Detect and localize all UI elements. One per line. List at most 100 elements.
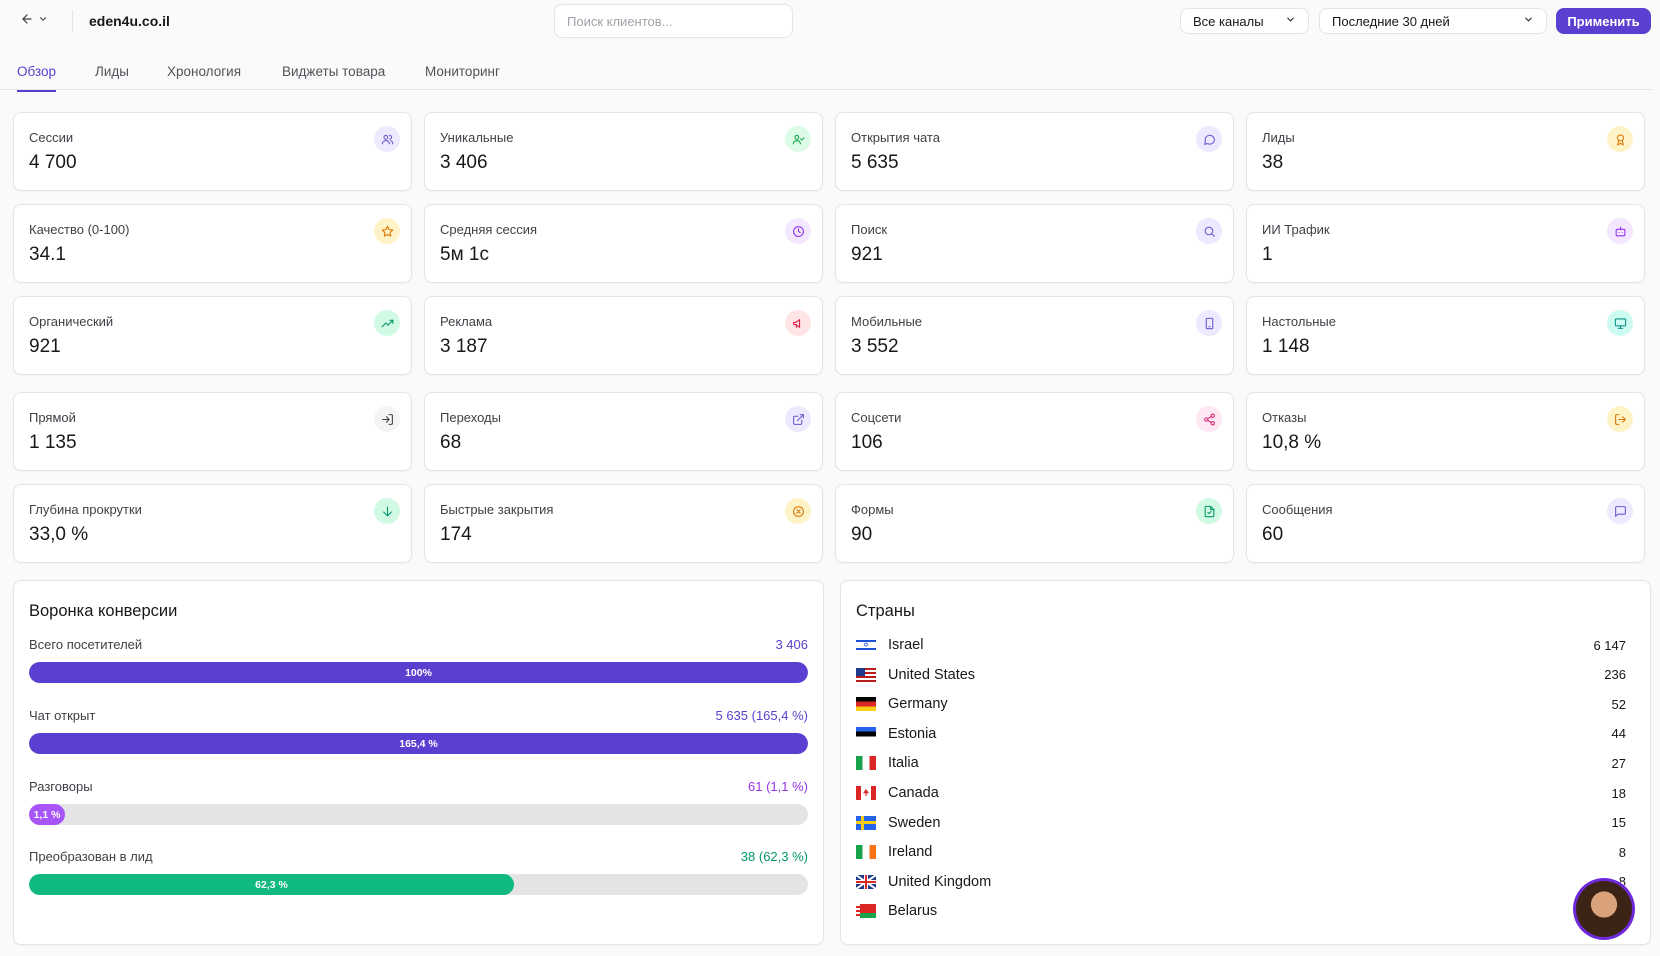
funnel-step-label: Чат открыт bbox=[29, 708, 96, 723]
stat-label: Соцсети bbox=[851, 410, 902, 425]
stat-label: Отказы bbox=[1262, 410, 1307, 425]
file-icon bbox=[1196, 498, 1222, 524]
stat-value: 90 bbox=[851, 524, 873, 545]
period-select[interactable]: Последние 30 дней bbox=[1319, 8, 1547, 34]
stat-card: Лиды 38 bbox=[1246, 112, 1645, 191]
conversion-funnel-panel: Воронка конверсии Всего посетителей 3 406… bbox=[13, 580, 824, 945]
funnel-bar-track: 165,4 % bbox=[29, 733, 808, 754]
country-count: 18 bbox=[1611, 785, 1626, 801]
funnel-step-value: 61 (1,1 %) bbox=[748, 779, 808, 794]
stat-value: 1 148 bbox=[1262, 336, 1310, 357]
chevron-down-icon bbox=[1523, 14, 1534, 28]
bot-icon bbox=[1607, 218, 1633, 244]
user-check-icon bbox=[785, 126, 811, 152]
avatar-image bbox=[1576, 881, 1632, 937]
stat-card: Уникальные 3 406 bbox=[424, 112, 823, 191]
stat-label: Органический bbox=[29, 314, 114, 329]
top-bar: eden4u.co.il Все каналы Последние 30 дне… bbox=[0, 0, 1660, 42]
country-row: Italia 27 bbox=[856, 752, 1626, 774]
back-button[interactable] bbox=[20, 12, 48, 26]
stat-card: Органический 921 bbox=[13, 296, 412, 375]
stat-value: 921 bbox=[851, 244, 883, 265]
log-in-icon bbox=[374, 406, 400, 432]
tab-timeline[interactable]: Хронология bbox=[167, 64, 241, 79]
country-name: Italia bbox=[888, 755, 919, 772]
channel-select-value: Все каналы bbox=[1193, 13, 1264, 29]
arrow-left-icon bbox=[22, 14, 32, 24]
country-count: 15 bbox=[1611, 815, 1626, 831]
country-row: United States 236 bbox=[856, 664, 1626, 686]
tab-product-widgets[interactable]: Виджеты товара bbox=[282, 64, 386, 79]
search-input[interactable] bbox=[554, 4, 793, 38]
channel-select[interactable]: Все каналы bbox=[1180, 8, 1309, 34]
arrow-down-icon bbox=[374, 498, 400, 524]
country-count: 44 bbox=[1611, 726, 1626, 742]
stat-label: Лиды bbox=[1262, 130, 1295, 145]
country-row: Sweden 15 bbox=[856, 812, 1626, 834]
ca-flag-icon bbox=[856, 786, 876, 800]
stat-value: 34.1 bbox=[29, 244, 66, 265]
funnel-step-value: 38 (62,3 %) bbox=[740, 849, 808, 864]
country-row: Germany 52 bbox=[856, 693, 1626, 715]
stat-card: Мобильные 3 552 bbox=[835, 296, 1234, 375]
funnel-bar-fill: 100% bbox=[29, 662, 808, 683]
il-flag-icon: ✡ bbox=[856, 638, 876, 652]
country-name: Ireland bbox=[888, 844, 933, 861]
by-flag-icon bbox=[856, 904, 876, 919]
trending-up-icon bbox=[374, 310, 400, 336]
site-name: eden4u.co.il bbox=[89, 13, 170, 29]
country-count: 27 bbox=[1611, 755, 1626, 771]
stat-value: 10,8 % bbox=[1262, 432, 1322, 453]
stat-label: Поиск bbox=[851, 222, 888, 237]
chevron-down-icon bbox=[1285, 14, 1296, 28]
stat-card: Глубина прокрутки 33,0 % bbox=[13, 484, 412, 563]
message-square-icon bbox=[1607, 498, 1633, 524]
tab-overview[interactable]: Обзор bbox=[17, 64, 56, 92]
assistant-avatar-button[interactable] bbox=[1573, 878, 1635, 940]
stat-value: 3 406 bbox=[440, 152, 488, 173]
countries-title: Страны bbox=[856, 602, 915, 620]
apply-button[interactable]: Применить bbox=[1556, 8, 1651, 34]
se-flag-icon bbox=[856, 815, 876, 830]
log-out-icon bbox=[1607, 406, 1633, 432]
external-link-icon bbox=[785, 406, 811, 432]
stat-card: Средняя сессия 5м 1с bbox=[424, 204, 823, 283]
de-flag-icon bbox=[856, 697, 876, 712]
country-count: 6 147 bbox=[1593, 637, 1626, 653]
share-icon bbox=[1196, 406, 1222, 432]
tab-leads[interactable]: Лиды bbox=[95, 64, 129, 79]
stat-label: Качество (0-100) bbox=[29, 222, 130, 237]
country-name: Sweden bbox=[888, 814, 941, 831]
country-name: Canada bbox=[888, 785, 939, 801]
stat-label: Открытия чата bbox=[851, 130, 940, 145]
country-name: Estonia bbox=[888, 725, 937, 742]
country-name: Israel bbox=[888, 637, 924, 653]
ee-flag-icon bbox=[856, 726, 876, 741]
country-count: 8 bbox=[1618, 874, 1626, 890]
stat-label: Настольные bbox=[1262, 314, 1336, 329]
it-flag-icon bbox=[856, 756, 876, 771]
funnel-title: Воронка конверсии bbox=[29, 602, 178, 620]
stat-label: Мобильные bbox=[851, 314, 923, 329]
country-count: 236 bbox=[1604, 667, 1626, 683]
stat-label: Уникальные bbox=[440, 130, 514, 145]
funnel-step-label: Преобразован в лид bbox=[29, 849, 153, 864]
funnel-bar-track: 62,3 % bbox=[29, 874, 808, 895]
stat-value: 106 bbox=[851, 432, 883, 453]
stat-card: Открытия чата 5 635 bbox=[835, 112, 1234, 191]
stat-value: 4 700 bbox=[29, 152, 77, 173]
chevron-down-icon bbox=[39, 17, 47, 21]
stat-card: Настольные 1 148 bbox=[1246, 296, 1645, 375]
funnel-bar-track: 1,1 % bbox=[29, 804, 808, 825]
stat-card: Быстрые закрытия 174 bbox=[424, 484, 823, 563]
stat-value: 5 635 bbox=[851, 152, 899, 173]
countries-panel: Страны ✡ Israel 6 147 United States 236 Germa… bbox=[840, 580, 1651, 945]
divider bbox=[72, 10, 73, 32]
users-icon bbox=[374, 126, 400, 152]
country-row: ✡ Israel 6 147 bbox=[856, 634, 1626, 656]
tab-monitoring[interactable]: Мониторинг bbox=[425, 64, 500, 79]
stat-label: Реклама bbox=[440, 314, 493, 329]
country-count: 8 bbox=[1618, 844, 1626, 860]
smartphone-icon bbox=[1196, 310, 1222, 336]
country-count: 52 bbox=[1611, 696, 1626, 712]
